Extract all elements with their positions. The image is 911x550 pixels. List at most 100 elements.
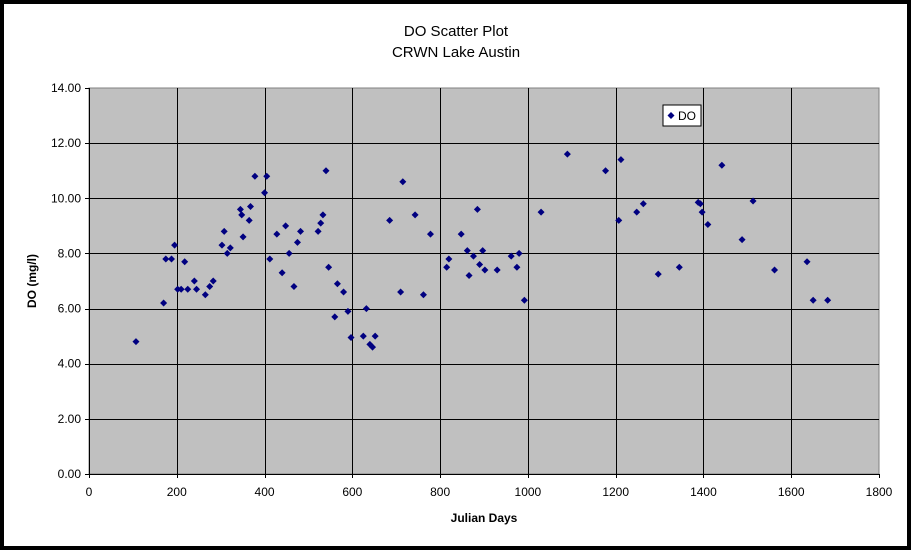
- data-point: [297, 227, 305, 235]
- data-point: [654, 270, 662, 278]
- x-tick-label: 1400: [690, 485, 717, 499]
- data-point: [177, 285, 185, 293]
- data-point: [718, 161, 726, 169]
- data-point: [602, 167, 610, 175]
- data-point: [615, 216, 623, 224]
- data-point: [223, 249, 231, 257]
- data-point: [251, 172, 259, 180]
- data-point: [322, 167, 330, 175]
- data-points: [132, 150, 832, 351]
- data-point: [201, 291, 209, 299]
- data-point: [193, 285, 201, 293]
- data-point: [515, 249, 523, 257]
- data-point: [184, 285, 192, 293]
- x-tick-label: 1800: [866, 485, 893, 499]
- grid-lines: [85, 88, 880, 478]
- data-point: [617, 156, 625, 164]
- data-point: [633, 208, 641, 216]
- x-tick-label: 1000: [515, 485, 542, 499]
- legend-label: DO: [678, 109, 696, 123]
- plot-area: [88, 87, 880, 475]
- data-point: [261, 189, 269, 197]
- data-point: [226, 244, 234, 252]
- data-point: [445, 255, 453, 263]
- data-point: [426, 230, 434, 238]
- y-tick-label: 2.00: [58, 412, 82, 426]
- data-point: [476, 260, 484, 268]
- x-tick-label: 0: [86, 485, 93, 499]
- data-point: [704, 220, 712, 228]
- y-tick-label: 6.00: [58, 302, 82, 316]
- data-point: [698, 208, 706, 216]
- x-axis-ticks: 0 200 400 600 800 1000 1200 1400 1600 1800: [86, 485, 893, 499]
- data-point: [282, 222, 290, 230]
- data-point: [443, 263, 451, 271]
- data-point: [369, 343, 377, 351]
- y-tick-label: 14.00: [51, 81, 81, 95]
- data-point: [738, 236, 746, 244]
- data-point: [362, 305, 370, 313]
- data-point: [247, 203, 255, 211]
- data-point: [463, 247, 471, 255]
- y-tick-label: 0.00: [58, 467, 82, 481]
- data-point: [563, 150, 571, 158]
- x-axis-label: Julian Days: [451, 511, 518, 525]
- legend-box: [662, 104, 702, 127]
- y-tick-label: 8.00: [58, 246, 82, 260]
- data-point: [397, 288, 405, 296]
- data-point: [181, 258, 189, 266]
- data-point: [771, 266, 779, 274]
- data-point: [218, 241, 226, 249]
- data-point: [206, 283, 214, 291]
- chart-title: DO Scatter Plot: [404, 23, 509, 40]
- x-tick-label: 1600: [778, 485, 805, 499]
- data-point: [639, 200, 647, 208]
- data-point: [314, 227, 322, 235]
- data-point: [493, 266, 501, 274]
- data-point: [325, 263, 333, 271]
- data-point: [386, 216, 394, 224]
- x-tick-label: 800: [430, 485, 450, 499]
- data-point: [513, 263, 521, 271]
- chart-subtitle: CRWN Lake Austin: [392, 44, 520, 61]
- data-point: [319, 211, 327, 219]
- y-tick-label: 12.00: [51, 136, 81, 150]
- data-point: [479, 247, 487, 255]
- data-point: [236, 205, 244, 213]
- data-point: [371, 332, 379, 340]
- x-tick-label: 200: [167, 485, 187, 499]
- data-point: [174, 285, 182, 293]
- data-point: [317, 219, 325, 227]
- data-point: [411, 211, 419, 219]
- data-point: [331, 313, 339, 321]
- data-point: [333, 280, 341, 288]
- data-point: [278, 269, 286, 277]
- data-point: [481, 266, 489, 274]
- data-point: [469, 252, 477, 260]
- data-point: [344, 307, 352, 315]
- data-point: [209, 277, 217, 285]
- data-point: [419, 291, 427, 299]
- data-point: [803, 258, 811, 266]
- data-point: [238, 211, 246, 219]
- data-point: [220, 227, 228, 235]
- legend-marker-icon: [667, 112, 675, 119]
- data-point: [190, 277, 198, 285]
- data-point: [507, 252, 515, 260]
- data-point: [457, 230, 465, 238]
- data-point: [168, 255, 176, 263]
- data-point: [696, 200, 704, 208]
- data-point: [160, 299, 168, 307]
- data-point: [465, 271, 473, 279]
- data-point: [132, 338, 140, 346]
- data-point: [359, 332, 367, 340]
- x-tick-label: 400: [255, 485, 275, 499]
- legend: DO: [662, 104, 702, 127]
- x-tick-label: 1200: [602, 485, 629, 499]
- data-point: [273, 230, 281, 238]
- data-point: [520, 296, 528, 304]
- y-tick-label: 4.00: [58, 357, 82, 371]
- data-point: [293, 238, 301, 246]
